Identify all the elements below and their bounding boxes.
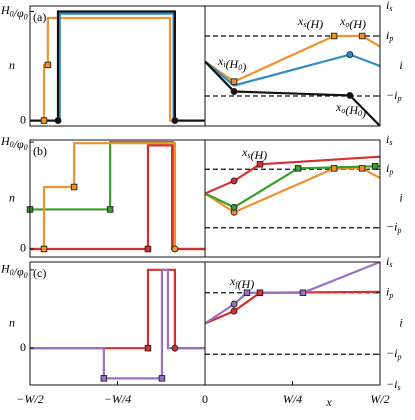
point-marker xyxy=(40,117,48,124)
point-marker xyxy=(106,206,114,213)
series-line xyxy=(205,53,380,87)
point-marker xyxy=(100,375,108,382)
plot-area xyxy=(30,268,205,380)
y-tick-label: ip xyxy=(386,285,393,300)
y-axis-label: i xyxy=(399,315,402,329)
point-marker xyxy=(358,165,366,172)
y-tick-label: H0/φ0 xyxy=(0,3,28,21)
y-tick-label: H0/φ0 xyxy=(0,134,28,152)
series-line xyxy=(205,290,380,325)
series-line xyxy=(30,268,205,380)
y-axis-label: i xyxy=(399,58,402,72)
series-line xyxy=(30,10,205,122)
series-line xyxy=(30,142,205,251)
x-tick-label: −W/4 xyxy=(104,392,131,406)
point-marker xyxy=(230,307,238,315)
series-line xyxy=(30,16,205,122)
y-tick-label: 0 xyxy=(20,112,26,126)
point-marker xyxy=(346,91,354,99)
y-tick-label: is xyxy=(386,132,392,147)
point-marker xyxy=(230,300,238,308)
axes-frame xyxy=(204,5,381,127)
point-marker xyxy=(346,51,354,59)
x-tick-label: W/4 xyxy=(283,392,302,406)
y-axis-label: n xyxy=(9,190,15,204)
point-marker xyxy=(230,177,238,185)
point-marker xyxy=(158,375,166,382)
y-tick-label: ip xyxy=(386,28,393,43)
point-marker xyxy=(44,61,52,69)
y-axis-label: i xyxy=(399,190,402,204)
point-marker xyxy=(243,289,251,297)
point-marker xyxy=(70,183,78,191)
point-marker xyxy=(144,344,152,352)
point-marker xyxy=(230,78,238,85)
point-marker xyxy=(54,117,62,124)
panel-label: (b) xyxy=(33,144,47,158)
annotation: xf(H) xyxy=(229,274,254,291)
point-marker xyxy=(371,163,379,170)
y-tick-label: 0 xyxy=(20,340,26,354)
y-axis-label: n xyxy=(9,315,15,329)
y-axis-label: n xyxy=(9,58,15,72)
point-marker xyxy=(330,165,338,172)
x-tick-label: 0 xyxy=(202,392,208,406)
point-marker xyxy=(144,245,152,253)
point-marker xyxy=(171,117,179,124)
series-line xyxy=(205,60,380,126)
point-marker xyxy=(40,245,48,253)
point-marker xyxy=(299,289,307,297)
panel-label: (a) xyxy=(33,10,46,24)
panel-label: (c) xyxy=(33,266,46,280)
axes-frame xyxy=(204,139,381,258)
point-marker xyxy=(171,245,179,253)
point-marker xyxy=(358,32,366,40)
y-tick-label: is xyxy=(386,0,392,13)
series-line xyxy=(205,155,380,195)
x-tick-label: W/2 xyxy=(370,392,389,406)
x-axis-label: x xyxy=(325,395,332,409)
y-tick-label: ip xyxy=(386,161,393,176)
point-marker xyxy=(330,32,338,40)
y-tick-label: H0/φ0 xyxy=(0,262,28,280)
point-marker xyxy=(230,203,238,211)
point-marker xyxy=(230,88,238,95)
point-marker xyxy=(256,161,264,168)
x-tick-label: −W/2 xyxy=(16,392,43,406)
y-tick-label: is xyxy=(386,254,392,269)
y-tick-label: −is xyxy=(386,377,401,392)
point-marker xyxy=(256,289,264,297)
y-tick-label: 0 xyxy=(20,241,26,255)
point-marker xyxy=(294,165,302,172)
point-marker xyxy=(171,344,179,352)
